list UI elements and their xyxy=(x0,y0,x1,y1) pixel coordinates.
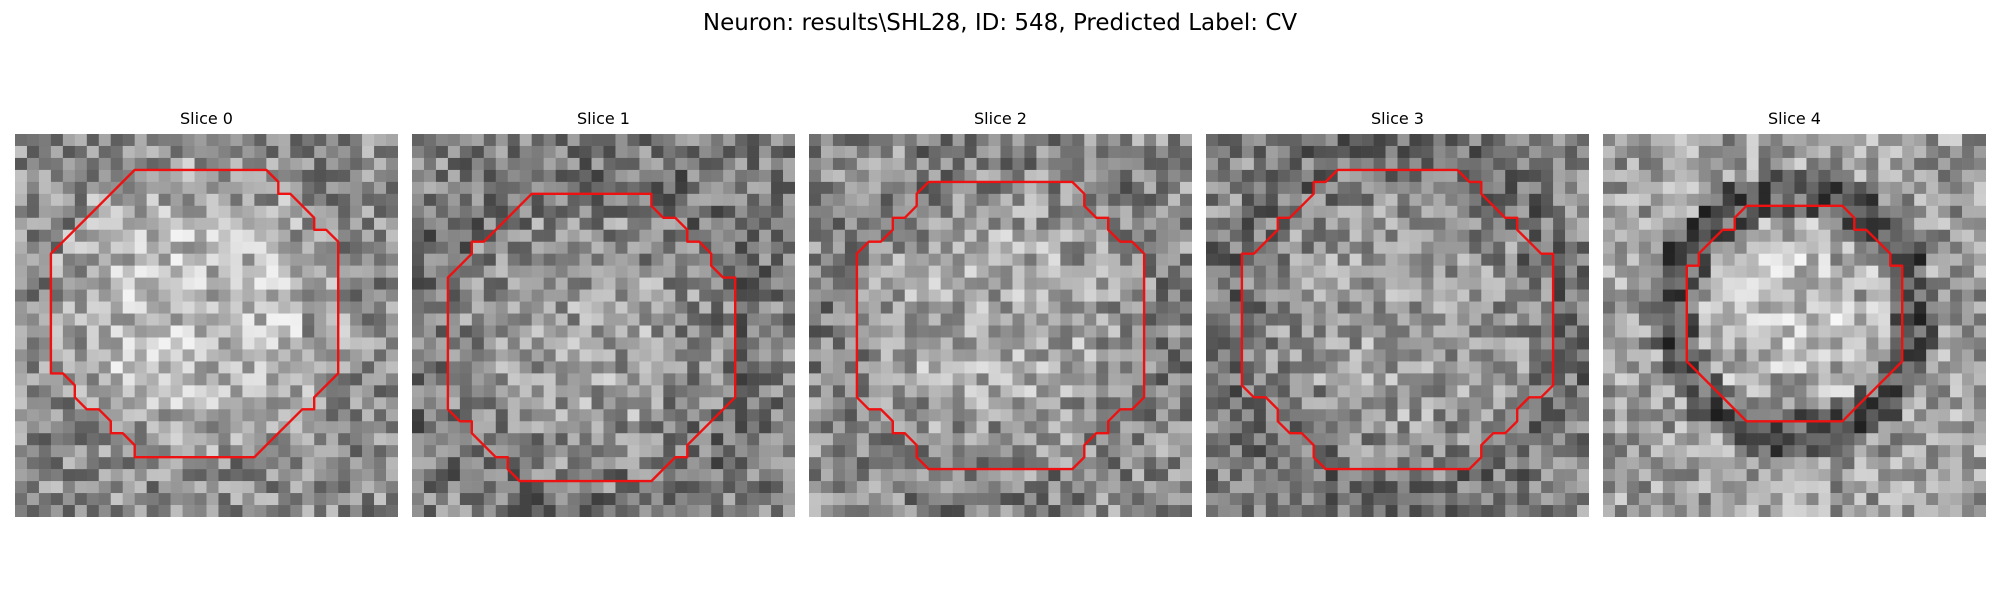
pixel-grid xyxy=(1206,134,1589,517)
pixel-grid xyxy=(1603,134,1986,517)
slice-title-4: Slice 4 xyxy=(1768,109,1821,128)
slice-panel-3: Slice 3 xyxy=(1206,108,1589,518)
slice-title-1: Slice 1 xyxy=(577,109,630,128)
segmentation-contour xyxy=(855,180,1146,471)
slice-image-1 xyxy=(412,134,795,517)
slice-title-0: Slice 0 xyxy=(180,109,233,128)
pixel-grid xyxy=(809,134,1192,517)
figure-title: Neuron: results\SHL28, ID: 548, Predicte… xyxy=(702,10,1298,36)
slice-image-0 xyxy=(15,134,398,517)
slice-title-3: Slice 3 xyxy=(1371,109,1424,128)
slice-image-4 xyxy=(1603,134,1986,517)
pixel-grid xyxy=(15,134,398,517)
slice-panel-1: Slice 1 xyxy=(412,108,795,518)
segmentation-contour xyxy=(49,168,340,459)
pixel-grid xyxy=(412,134,795,517)
slice-image-2 xyxy=(809,134,1192,517)
slice-title-2: Slice 2 xyxy=(974,109,1027,128)
slice-panel-2: Slice 2 xyxy=(809,108,1192,518)
slice-panel-4: Slice 4 xyxy=(1603,108,1986,518)
slice-image-3 xyxy=(1206,134,1589,517)
segmentation-contour xyxy=(446,192,737,483)
segmentation-contour xyxy=(1685,204,1904,423)
slice-panel-0: Slice 0 xyxy=(15,108,398,518)
segmentation-contour xyxy=(1240,168,1555,471)
